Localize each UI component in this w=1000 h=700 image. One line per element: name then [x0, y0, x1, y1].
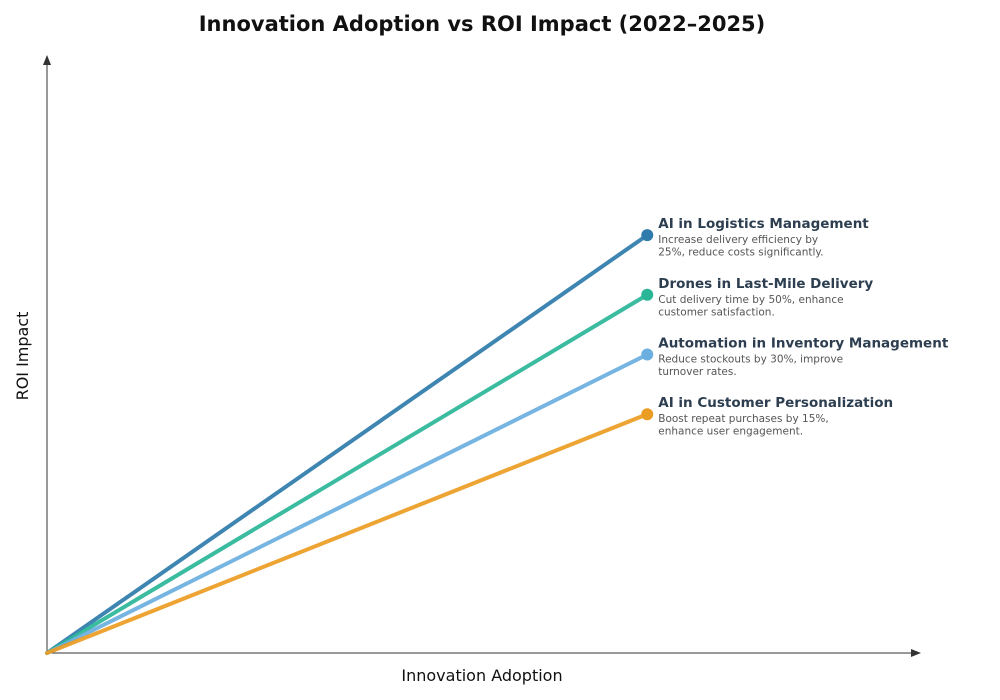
- series-description: enhance user engagement.: [658, 426, 803, 438]
- series-description: Cut delivery time by 50%, enhance: [658, 294, 843, 306]
- series-end-marker: [641, 348, 654, 361]
- y-axis-label: ROI Impact: [13, 312, 32, 401]
- series-line: [45, 412, 650, 655]
- series-end-marker: [641, 288, 654, 301]
- series-label: AI in Logistics Management: [658, 216, 869, 232]
- series-label: Drones in Last-Mile Delivery: [658, 276, 873, 292]
- series-line: [45, 233, 650, 655]
- series-line: [45, 352, 650, 655]
- series-label: Automation in Inventory Management: [658, 336, 949, 352]
- x-axis-label: Innovation Adoption: [401, 666, 562, 685]
- chart-title: Innovation Adoption vs ROI Impact (2022–…: [199, 12, 766, 36]
- series-description: Reduce stockouts by 30%, improve: [658, 354, 843, 366]
- series-description: Boost repeat purchases by 15%,: [658, 413, 828, 425]
- series-description: turnover rates.: [658, 366, 736, 378]
- series-line: [45, 292, 650, 655]
- series-label: AI in Customer Personalization: [658, 395, 893, 411]
- series-end-marker: [641, 408, 654, 421]
- series-description: 25%, reduce costs significantly.: [658, 247, 823, 259]
- series-description: Increase delivery efficiency by: [658, 234, 818, 246]
- series-description: customer satisfaction.: [658, 306, 775, 318]
- series-end-marker: [641, 229, 654, 242]
- series-layer: AI in Logistics Management Increase deliv…: [45, 216, 949, 655]
